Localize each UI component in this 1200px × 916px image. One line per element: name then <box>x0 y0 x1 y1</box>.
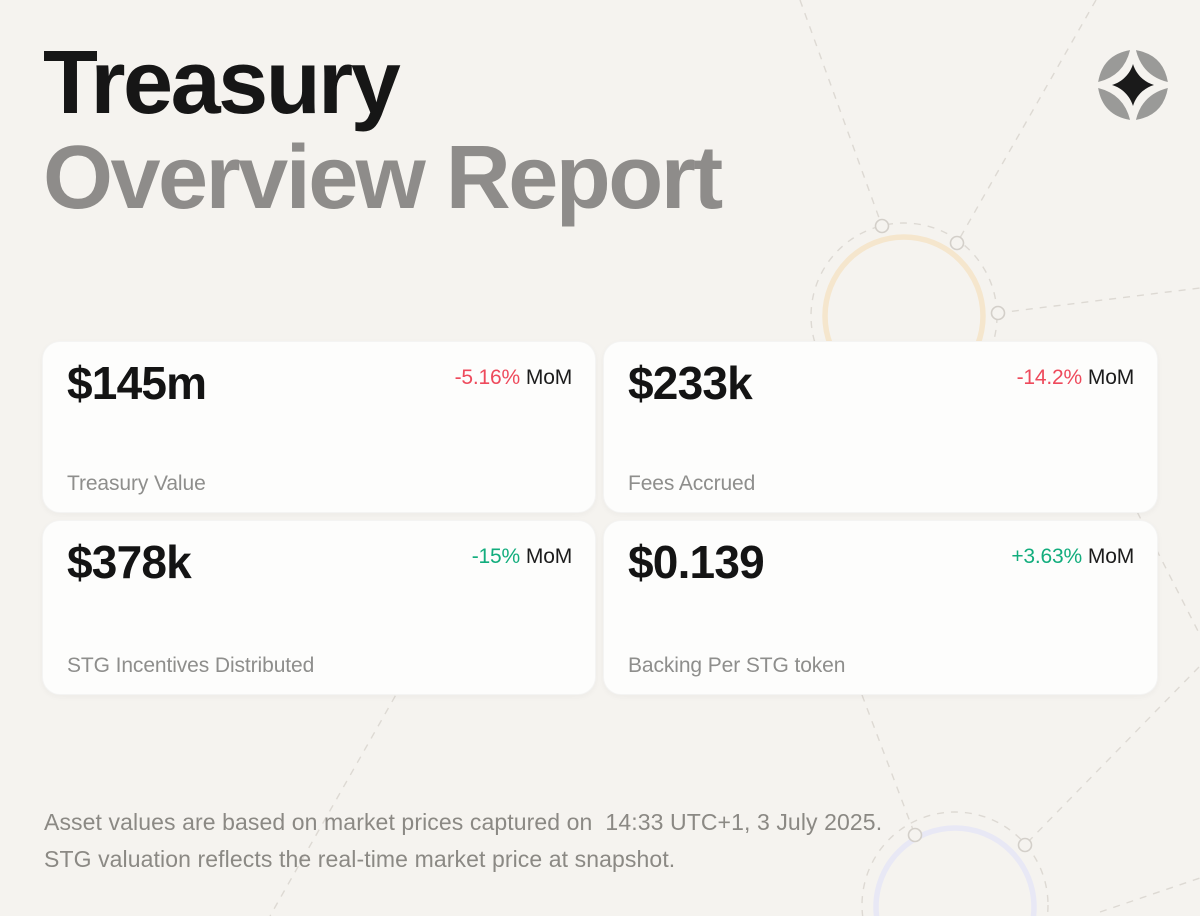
stat-change-line: -14.2% MoM <box>1016 366 1135 390</box>
stat-value: $378k <box>67 536 192 588</box>
lavender-ring-decoration <box>873 825 1037 916</box>
stargate-logo-icon <box>1098 50 1168 120</box>
logo-star <box>1112 64 1154 106</box>
page-title-line1: Treasury <box>43 33 401 133</box>
stat-value: $233k <box>628 357 753 409</box>
stat-label: Backing Per STG token <box>628 654 846 677</box>
stat-card-grid: $145m -5.16% MoM Treasury Value $233k -14… <box>42 341 1158 695</box>
stat-value: $0.139 <box>628 536 765 588</box>
stat-change-percent: -5.16% <box>454 366 521 389</box>
stat-change-suffix: MoM <box>1087 366 1134 389</box>
footer-note-line1: Asset values are based on market prices … <box>44 809 883 835</box>
stat-change-line: -5.16% MoM <box>454 366 573 390</box>
page-title: Treasury Overview Report <box>43 33 723 228</box>
stat-label: Fees Accrued <box>628 472 756 495</box>
stat-card-fees-accrued: $233k -14.2% MoM Fees Accrued <box>603 341 1158 513</box>
stat-change-percent: -14.2% <box>1016 366 1083 389</box>
page-title-line2: Overview Report <box>43 128 723 228</box>
stat-change-line: -15% MoM <box>471 545 573 569</box>
stat-card-treasury-value: $145m -5.16% MoM Treasury Value <box>42 341 596 513</box>
stat-change-suffix: MoM <box>1087 545 1134 568</box>
stat-change-suffix: MoM <box>525 545 572 568</box>
stat-value: $145m <box>67 357 207 409</box>
stat-card-stg-incentives: $378k -15% MoM STG Incentives Distributed <box>42 520 596 695</box>
stat-change-suffix: MoM <box>525 366 572 389</box>
stat-label: STG Incentives Distributed <box>67 654 315 677</box>
footer-note: Asset values are based on market prices … <box>44 804 882 878</box>
stat-change-percent: +3.63% <box>1011 545 1082 568</box>
logo-petals <box>1098 50 1168 120</box>
stat-label: Treasury Value <box>67 472 206 495</box>
stat-change-line: +3.63% MoM <box>1011 545 1134 569</box>
stat-change-percent: -15% <box>471 545 520 568</box>
footer-note-line2: STG valuation reflects the real-time mar… <box>44 846 676 872</box>
stat-card-backing-per-stg: $0.139 +3.63% MoM Backing Per STG token <box>603 520 1158 695</box>
